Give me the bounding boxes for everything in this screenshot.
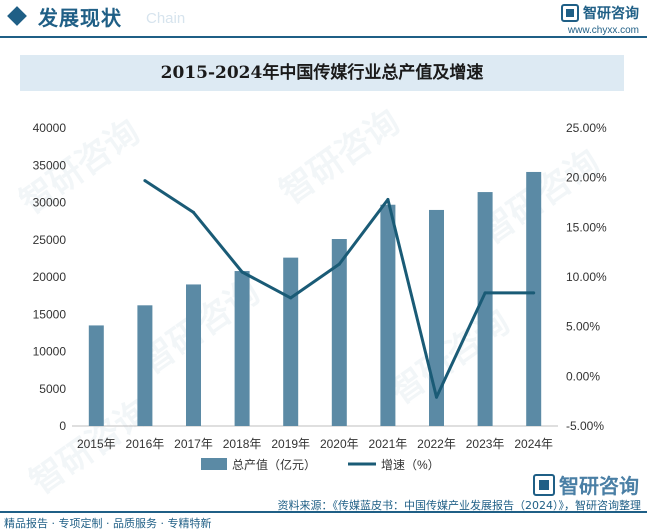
bar	[88, 325, 104, 426]
growth-point	[483, 291, 487, 295]
header: 发展现状 Chain 智研咨询 www.chyxx.com	[0, 0, 647, 42]
growth-point	[435, 395, 438, 399]
y-right-tick-label: 5.00%	[566, 320, 600, 334]
growth-point	[289, 296, 293, 300]
x-tick-label: 2023年	[466, 437, 505, 451]
footer-tags: 精品报告 · 专项定制 · 品质服务 · 专精特新	[4, 517, 212, 530]
brand-logo-icon	[561, 3, 579, 22]
legend-bar-label: 总产值（亿元）	[232, 457, 316, 472]
chart-title-band: 2015-2024年中国传媒行业总产值及增速	[20, 55, 624, 91]
bar	[331, 239, 347, 426]
y-left-tick-label: 30000	[33, 196, 67, 210]
bottom-brand-name: 智研咨询	[559, 474, 639, 498]
y-left-tick-label: 15000	[33, 307, 67, 321]
bar	[380, 204, 396, 426]
y-left-tick-label: 40000	[33, 121, 67, 135]
x-tick-label: 2016年	[126, 437, 165, 451]
y-left-tick-label: 25000	[33, 233, 67, 247]
growth-point	[337, 262, 341, 266]
y-right-tick-label: 20.00%	[566, 171, 607, 185]
section-title: 发展现状	[38, 6, 122, 30]
legend-line-label: 增速（%）	[381, 458, 440, 472]
growth-point	[532, 291, 536, 295]
section-subtitle: Chain	[146, 10, 186, 27]
data-source: 资料来源：《传媒蓝皮书：中国传媒产业发展报告（2024）》，智研咨询整理	[277, 499, 642, 512]
y-right-tick-label: 25.00%	[566, 121, 607, 135]
x-tick-label: 2022年	[417, 437, 456, 451]
footer-divider	[0, 511, 647, 513]
growth-point	[192, 210, 195, 214]
brand-logo-icon	[533, 473, 555, 496]
brand-url: www.chyxx.com	[567, 24, 639, 36]
x-tick-label: 2017年	[174, 437, 213, 451]
header-divider	[0, 36, 647, 38]
legend-bar-swatch	[201, 458, 227, 470]
chart-title: 2015-2024年中国传媒行业总产值及增速	[160, 63, 484, 83]
y-right-tick-label: 10.00%	[566, 270, 607, 284]
bar	[477, 192, 493, 426]
growth-point	[240, 270, 244, 274]
x-tick-label: 2019年	[271, 437, 310, 451]
y-left-tick-label: 0	[59, 419, 66, 433]
chart-canvas: 0 5000 10000 15000 20000 25000 30000 35000 40000…	[33, 121, 607, 472]
y-left-tick-label: 35000	[33, 158, 67, 172]
growth-point	[143, 179, 147, 183]
y-right-tick-label: 15.00%	[566, 220, 607, 234]
bar	[429, 209, 444, 426]
y-left-tick-label: 5000	[39, 382, 66, 396]
y-right-tick-label: -5.00%	[566, 419, 604, 433]
y-left-tick-label: 20000	[33, 270, 67, 284]
bar	[234, 271, 250, 426]
bar	[186, 284, 201, 426]
x-tick-label: 2015年	[77, 437, 116, 451]
bar	[137, 305, 153, 426]
x-tick-label: 2021年	[369, 437, 408, 451]
y-right-tick-label: 0.00%	[566, 369, 600, 383]
x-tick-label: 2018年	[223, 437, 262, 451]
bottom-brand: 智研咨询	[533, 470, 639, 499]
brand: 智研咨询 www.chyxx.com	[561, 2, 639, 36]
x-tick-label: 2024年	[514, 437, 553, 451]
bar	[283, 257, 299, 426]
bar	[526, 171, 542, 426]
y-left-tick-label: 10000	[33, 345, 67, 359]
growth-point	[386, 198, 390, 202]
x-tick-label: 2020年	[320, 437, 359, 451]
brand-name: 智研咨询	[583, 5, 639, 22]
